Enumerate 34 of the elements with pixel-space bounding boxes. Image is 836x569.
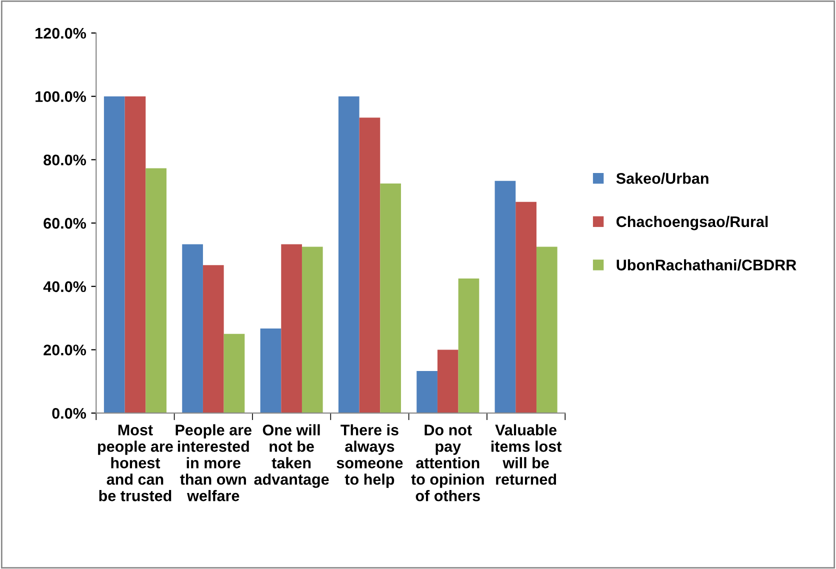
bar bbox=[302, 246, 323, 414]
x-tick-label: Most people are honest and can be trusted bbox=[98, 424, 173, 502]
legend-label: Sakeo/Urban bbox=[616, 172, 708, 184]
bar bbox=[224, 334, 245, 414]
bar bbox=[458, 278, 480, 414]
legend-label: UbonRachathani/CBDRR bbox=[616, 259, 796, 271]
y-tick-label: 40.0% bbox=[43, 281, 86, 292]
bar bbox=[260, 328, 282, 414]
x-tick-label: One will not be taken advantage bbox=[254, 424, 329, 488]
bar bbox=[380, 183, 401, 414]
bar bbox=[437, 350, 458, 414]
x-tick-label: Valuable items lost will be returned bbox=[491, 424, 562, 485]
legend-label: Chachoengsao/Rural bbox=[616, 216, 768, 230]
bar bbox=[359, 118, 380, 414]
bar bbox=[338, 96, 360, 414]
bar bbox=[536, 246, 558, 414]
y-tick-label: 20.0% bbox=[44, 344, 86, 356]
y-tick-label: 60.0% bbox=[44, 218, 86, 229]
y-tick-label: 100.0% bbox=[36, 91, 86, 102]
bar bbox=[104, 96, 125, 414]
x-tick-label: Do not pay attention to opinion of others bbox=[411, 424, 484, 502]
y-tick-label: 0.0% bbox=[52, 408, 86, 419]
x-tick-label: There is always someone to help bbox=[336, 424, 403, 488]
x-tick-label: People are interested in more than own welfare bbox=[176, 424, 252, 502]
y-tick-label: 80.0% bbox=[44, 154, 86, 166]
y-tick-label: 120.0% bbox=[36, 28, 86, 39]
bar bbox=[281, 244, 302, 414]
bar bbox=[416, 370, 438, 414]
bar bbox=[124, 96, 146, 414]
bar bbox=[494, 180, 516, 414]
bar bbox=[202, 265, 224, 414]
bar bbox=[182, 244, 203, 414]
bar bbox=[516, 202, 536, 414]
bar bbox=[146, 168, 166, 414]
